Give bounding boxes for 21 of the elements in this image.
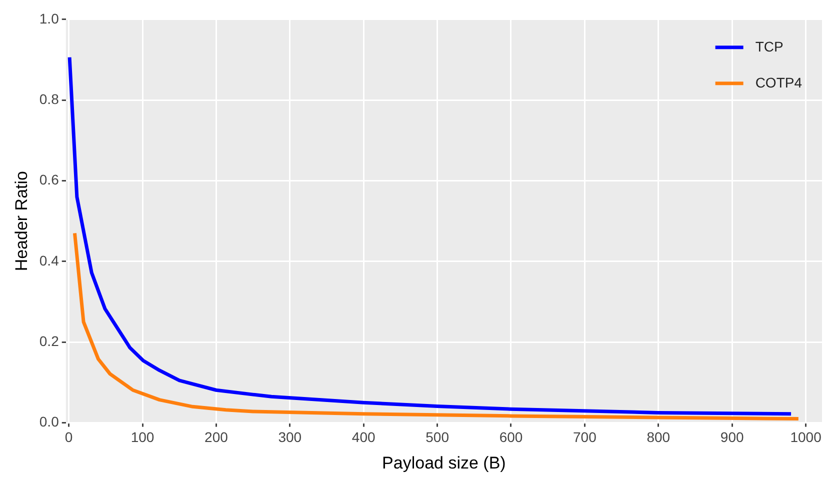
y-axis-title: Header Ratio [12,171,31,272]
x-axis-title: Payload size (B) [382,453,506,472]
y-tick-label: 1.0 [39,10,60,26]
x-tick-label: 400 [352,429,376,446]
x-tick-label: 0 [64,429,73,446]
x-tick-label: 700 [573,429,597,446]
y-tick-label: 0.8 [39,90,60,107]
y-tick-label: 0.4 [39,252,60,268]
x-tick-label: 800 [646,429,670,446]
x-tick-label: 200 [204,429,228,446]
legend-label: COTP4 [755,74,802,90]
x-tick-label: 100 [130,429,154,446]
x-tick-label: 500 [426,429,450,446]
x-tick-label: 1000 [790,429,822,446]
x-tick-label: 300 [278,429,302,446]
x-tick-label: 600 [499,429,523,446]
y-tick-label: 0.0 [39,414,60,430]
y-tick-label: 0.2 [39,332,60,349]
legend-label: TCP [755,38,784,54]
y-tick-label: 0.6 [39,172,60,188]
x-tick-label: 900 [720,429,744,446]
